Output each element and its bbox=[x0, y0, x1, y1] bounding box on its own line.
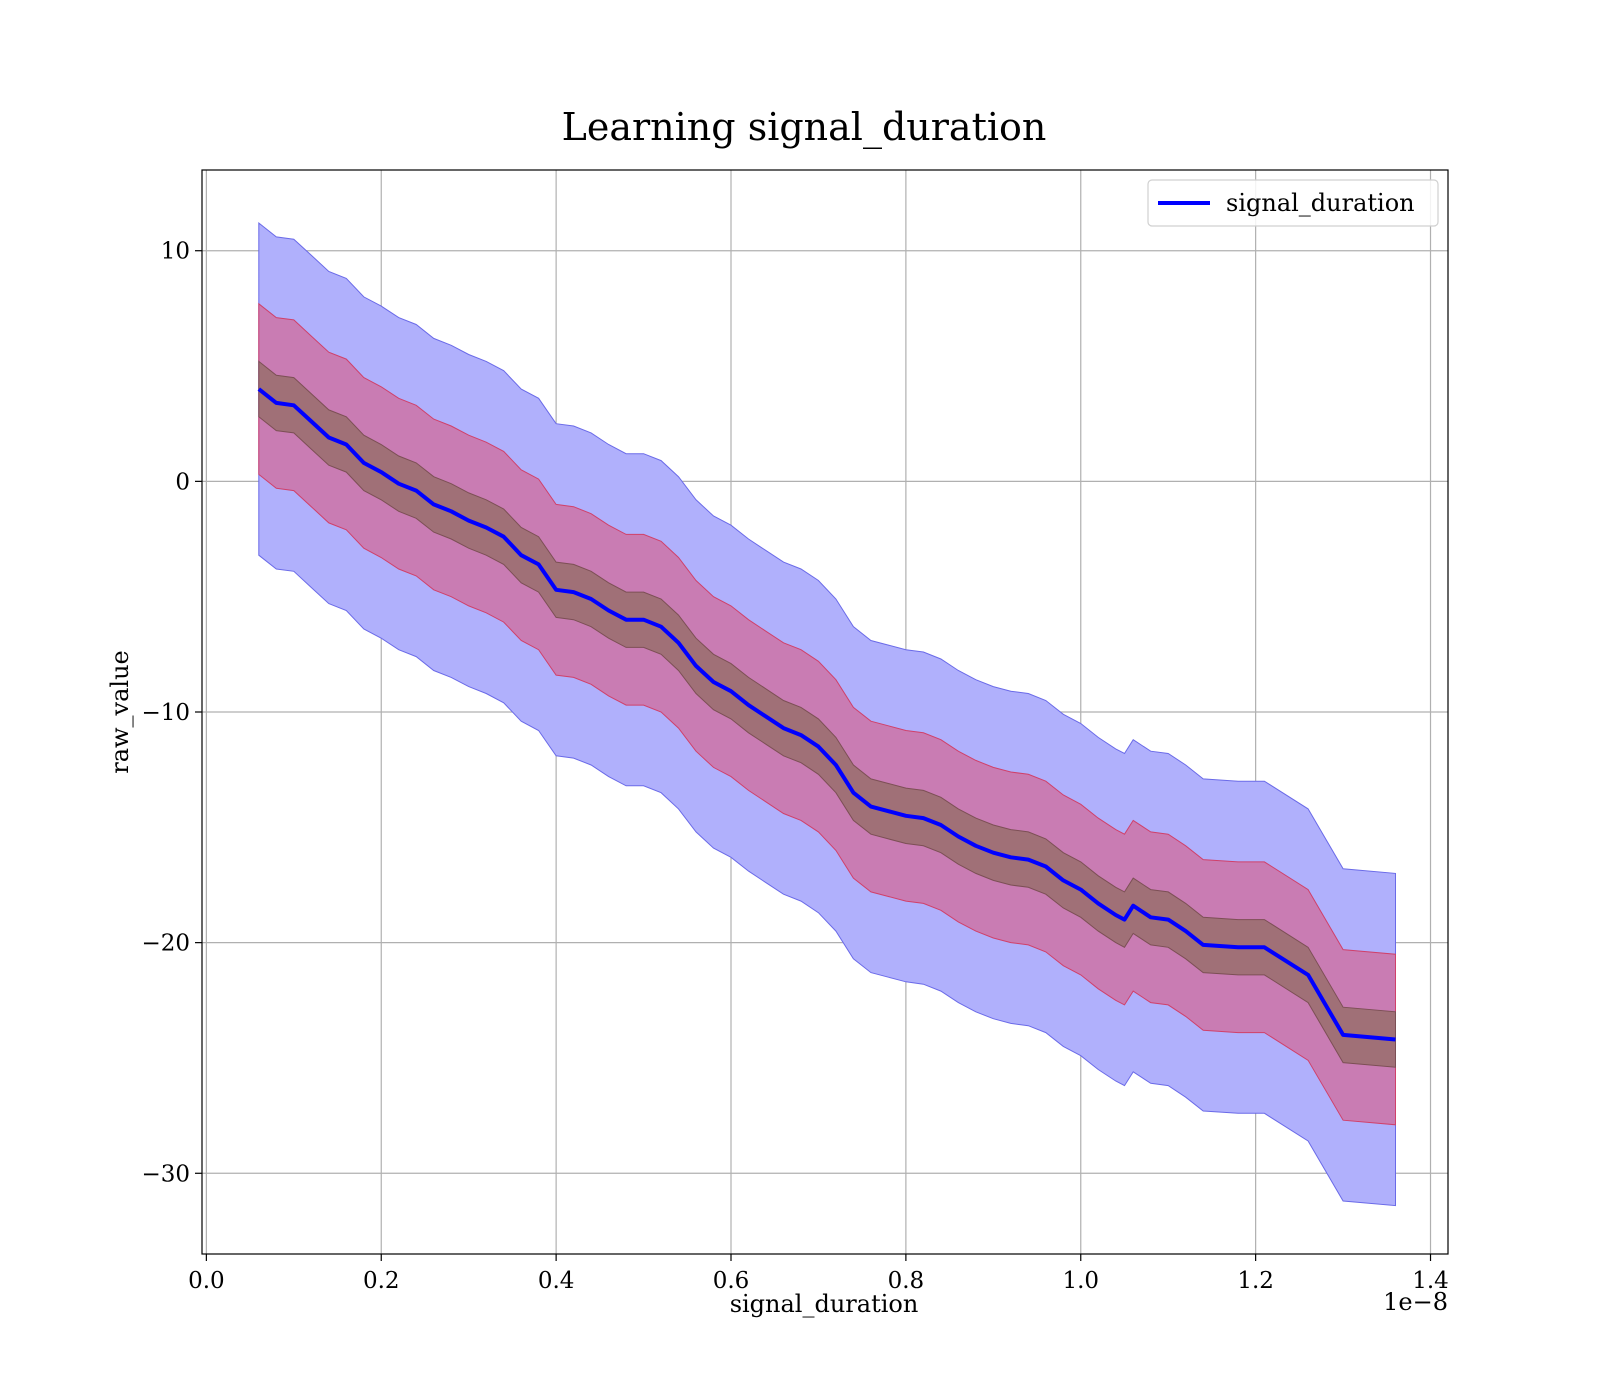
x-tick-label: 0.8 bbox=[888, 1268, 925, 1294]
y-axis-ticks: 10 0 −10 −20 −30 bbox=[141, 239, 202, 1187]
x-tick-label: 1.2 bbox=[1237, 1268, 1274, 1294]
x-tick-label: 0.2 bbox=[363, 1268, 400, 1294]
inner-confidence-band bbox=[258, 360, 1396, 1068]
confidence-bands bbox=[258, 221, 1396, 1207]
y-tick-label: −20 bbox=[141, 931, 190, 957]
series-lines bbox=[257, 387, 1396, 1042]
x-tick-label: 1.0 bbox=[1062, 1268, 1099, 1294]
x-axis-ticks: 0.0 0.2 0.4 0.6 0.8 1.0 1.2 1.4 bbox=[188, 1254, 1449, 1294]
y-tick-label: 10 bbox=[161, 239, 190, 265]
x-tick-label: 1.4 bbox=[1412, 1268, 1449, 1294]
y-axis-label: raw_value bbox=[106, 650, 134, 774]
x-axis-offset-label: 1e−8 bbox=[1383, 1288, 1448, 1316]
legend: signal_duration bbox=[1147, 179, 1439, 227]
y-tick-label: 0 bbox=[175, 469, 190, 495]
legend-box bbox=[1147, 179, 1439, 227]
chart-title: Learning signal_duration bbox=[562, 105, 1047, 150]
y-tick-label: −30 bbox=[141, 1161, 190, 1187]
legend-label-signal-duration: signal_duration bbox=[1226, 189, 1415, 217]
x-tick-label: 0.0 bbox=[188, 1268, 225, 1294]
x-axis-label: signal_duration bbox=[730, 1290, 919, 1318]
x-tick-label: 0.4 bbox=[538, 1268, 575, 1294]
middle-confidence-band bbox=[258, 302, 1396, 1126]
y-tick-label: −10 bbox=[141, 700, 190, 726]
x-tick-label: 0.6 bbox=[713, 1268, 750, 1294]
series-line-signal-duration bbox=[257, 387, 1396, 1042]
